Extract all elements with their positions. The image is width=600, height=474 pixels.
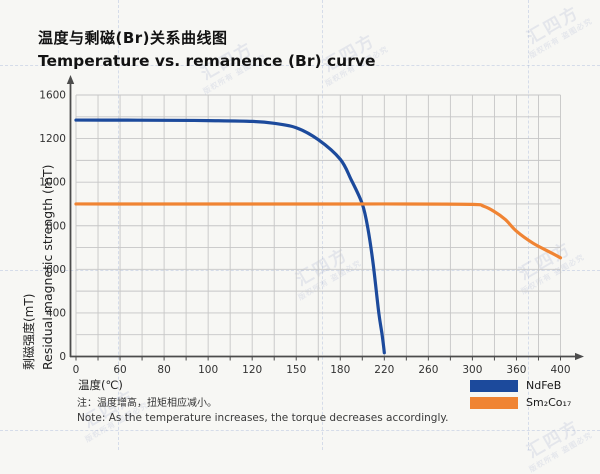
grid-layer	[75, 94, 561, 357]
y-tick-label: 1200	[39, 133, 66, 145]
y-tick-label: 400	[46, 307, 66, 319]
tick-label-layer: 0 60 80 100 120 150 180 220 260 300 360 400 1600 1200…	[39, 90, 570, 377]
y-axis-arrow	[66, 75, 75, 84]
curve-smco	[74, 202, 563, 260]
x-tick-label: 400	[550, 364, 570, 376]
y-tick-label: 1000	[39, 177, 66, 189]
x-tick-label: 150	[286, 364, 306, 376]
legend-item: NdFeB	[470, 377, 571, 394]
curve-layer	[74, 118, 563, 355]
x-tick-label: 100	[198, 364, 218, 376]
x-tick-label: 260	[418, 364, 438, 376]
legend-swatch	[470, 396, 518, 409]
x-tick-label: 80	[157, 364, 170, 376]
legend: NdFeB Sm₂Co₁₇	[470, 377, 571, 411]
x-tick-label: 360	[506, 364, 526, 376]
axis-layer	[66, 75, 584, 361]
footnote-zh: 注：温度增高，扭矩相应减小。	[77, 398, 217, 409]
x-tick-label: 220	[374, 364, 394, 376]
y-axis-title-en: Residual magnetic strength (mT)	[40, 164, 55, 370]
page-title: 温度与剩磁(Br)关系曲线图 Temperature vs. remanence…	[38, 27, 375, 70]
y-tick-label: 800	[46, 220, 66, 232]
legend-swatch	[470, 379, 518, 392]
x-axis-arrow	[575, 352, 584, 361]
x-tick-label: 180	[330, 364, 350, 376]
y-tick-label: 1600	[39, 90, 66, 102]
legend-item: Sm₂Co₁₇	[470, 394, 571, 411]
x-axis-title: 温度(℃)	[78, 378, 123, 392]
chart-title-zh: 温度与剩磁(Br)关系曲线图	[38, 29, 228, 47]
x-tick-label: 120	[242, 364, 262, 376]
x-tick-label: 300	[462, 364, 482, 376]
y-axis-title-zh: 剩磁强度(mT)	[21, 294, 36, 370]
temperature-remanence-chart: 0 60 80 100 120 150 180 220 260 300 360 400 1600 1200…	[21, 75, 584, 392]
legend-label: NdFeB	[526, 379, 562, 392]
legend-label: Sm₂Co₁₇	[526, 396, 572, 409]
footnote-en: Note: As the temperature increases, the …	[77, 412, 449, 424]
chart-title-en: Temperature vs. remanence (Br) curve	[38, 52, 376, 70]
curve-ndfeb	[74, 118, 386, 355]
y-tick-label: 600	[46, 264, 66, 276]
x-tick-label: 0	[73, 364, 80, 376]
footnote: 注：温度增高，扭矩相应减小。 Note: As the temperature …	[77, 394, 448, 424]
x-tick-label: 60	[113, 364, 126, 376]
y-tick-label: 0	[59, 351, 66, 363]
